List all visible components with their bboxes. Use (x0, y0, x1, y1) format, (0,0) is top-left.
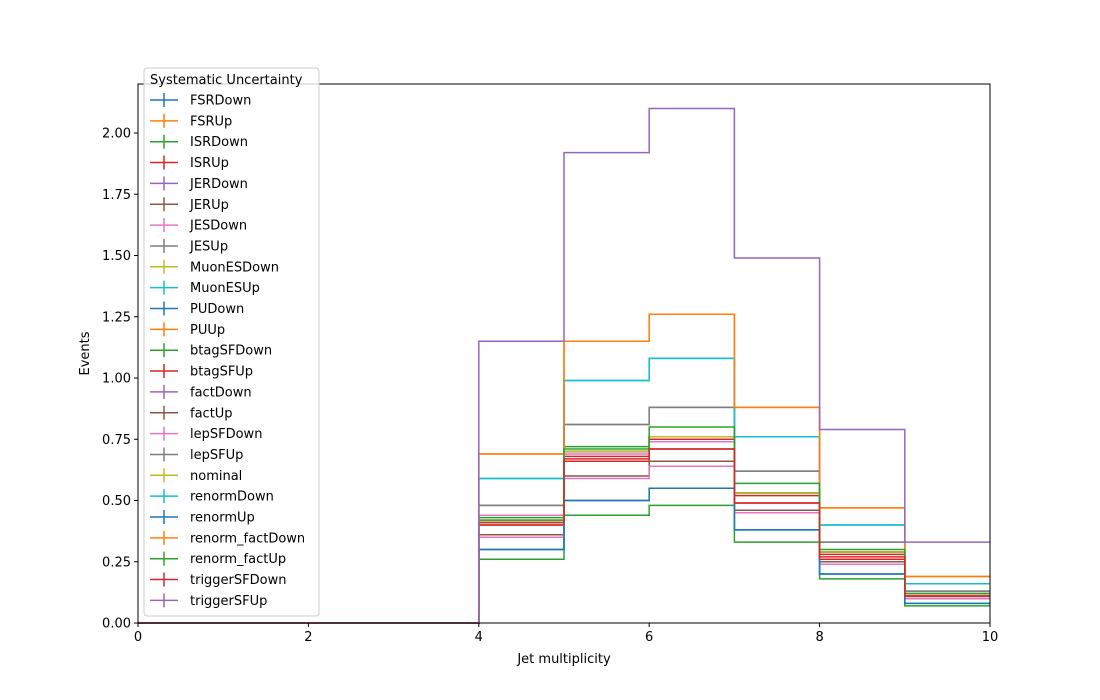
legend-item: MuonESDown (150, 259, 279, 275)
legend-label: factUp (190, 406, 233, 421)
legend-item: JESUp (150, 238, 228, 254)
legend-label: MuonESDown (190, 260, 279, 275)
legend-item: btagSFUp (150, 364, 253, 380)
legend-label: JERDown (189, 177, 248, 192)
legend-label: MuonESUp (190, 281, 260, 296)
legend-item: factUp (150, 405, 233, 421)
legend-box (143, 67, 320, 617)
legend-item: factDown (150, 384, 252, 400)
y-axis: 0.00 0.25 0.50 0.75 1.00 1.25 1.50 1.75 2.00 (102, 127, 138, 632)
y-tick-label: 0.25 (102, 555, 131, 570)
legend-item: FSRDown (150, 93, 251, 109)
legend-label: triggerSFDown (190, 573, 286, 588)
legend-items: FSRDown FSRUp ISRDown ISRUp JERDown JERUp JESD… (150, 93, 305, 609)
x-tick-label: 2 (304, 630, 312, 645)
legend-label: nominal (190, 469, 242, 484)
legend-item: lepSFUp (150, 447, 243, 463)
y-tick-label: 1.25 (102, 310, 131, 325)
legend-label: JESDown (189, 219, 247, 234)
legend-label: FSRDown (190, 94, 251, 109)
legend-item: renorm_factUp (150, 551, 286, 567)
legend-label: ISRDown (190, 135, 248, 150)
legend-item: renorm_factDown (150, 530, 305, 546)
legend-item: JERDown (150, 176, 248, 192)
legend-label: renorm_factUp (190, 552, 286, 567)
legend-item: PUDown (150, 301, 244, 317)
legend-label: btagSFUp (190, 365, 253, 380)
legend-item: ISRUp (150, 155, 229, 171)
legend-item: nominal (150, 468, 242, 484)
legend-item: triggerSFDown (150, 572, 286, 588)
legend-label: JERUp (189, 198, 229, 213)
legend-item: renormUp (150, 510, 255, 526)
legend-label: PUDown (190, 302, 244, 317)
legend-item: triggerSFUp (150, 593, 267, 609)
legend-item: JESDown (150, 218, 247, 234)
y-tick-label: 0.50 (102, 494, 131, 509)
x-tick-label: 0 (134, 630, 142, 645)
y-tick-label: 0.00 (102, 617, 131, 632)
legend-title: Systematic Uncertainty (150, 73, 303, 88)
legend-label: PUUp (190, 323, 225, 338)
legend-item: FSRUp (150, 113, 232, 129)
y-tick-label: 1.75 (102, 188, 131, 203)
legend-label: btagSFDown (190, 344, 272, 359)
plot-frame (137, 83, 991, 624)
legend-item: lepSFDown (150, 426, 262, 442)
legend-item: JERUp (150, 197, 229, 213)
legend-item: MuonESUp (150, 280, 260, 296)
x-tick-label: 10 (982, 630, 999, 645)
x-tick-label: 4 (475, 630, 483, 645)
legend-item: ISRDown (150, 134, 248, 150)
legend-item: btagSFDown (150, 343, 272, 359)
y-axis-title: Events (78, 331, 93, 375)
y-tick-label: 2.00 (102, 127, 131, 142)
legend-label: factDown (190, 385, 252, 400)
legend-label: triggerSFUp (190, 594, 267, 609)
y-tick-label: 1.50 (102, 249, 131, 264)
legend-label: ISRUp (190, 156, 229, 171)
legend: Systematic Uncertainty FSRDown FSRUp ISRDo… (143, 67, 320, 617)
legend-label: FSRUp (190, 114, 232, 129)
legend-item: PUUp (150, 322, 225, 338)
x-tick-label: 6 (645, 630, 653, 645)
y-tick-label: 1.00 (102, 372, 131, 387)
x-tick-label: 8 (815, 630, 823, 645)
legend-item: renormDown (150, 489, 274, 505)
legend-label: JESUp (189, 239, 228, 254)
legend-label: lepSFDown (190, 427, 262, 442)
y-tick-label: 0.75 (102, 433, 131, 448)
legend-label: renormUp (190, 511, 255, 526)
x-axis-title: Jet multiplicity (516, 652, 611, 667)
legend-label: lepSFUp (190, 448, 243, 463)
legend-label: renorm_factDown (190, 531, 305, 546)
legend-label: renormDown (190, 490, 274, 505)
x-axis: 0 2 4 6 8 10 (134, 623, 998, 645)
